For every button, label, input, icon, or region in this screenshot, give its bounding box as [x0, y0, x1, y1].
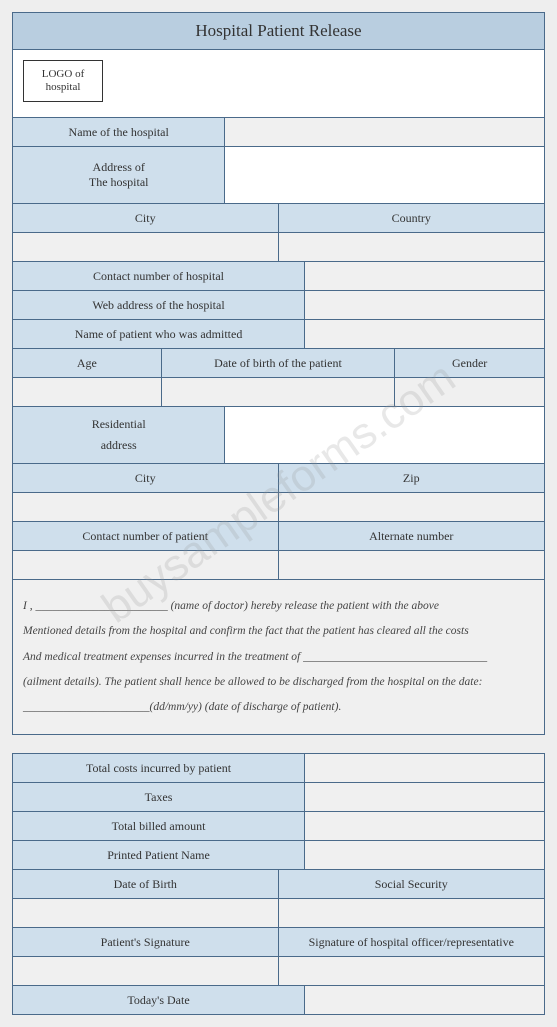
patient-signature-label: Patient's Signature	[13, 928, 279, 956]
form-title: Hospital Patient Release	[13, 13, 544, 50]
hospital-address-label: Address of The hospital	[13, 147, 225, 203]
total-costs-label: Total costs incurred by patient	[13, 754, 305, 782]
declaration-block: I , _______________________ (name of doc…	[13, 580, 544, 734]
patient-contact-label: Contact number of patient	[13, 522, 279, 550]
age-label: Age	[13, 349, 162, 377]
gender-input[interactable]	[395, 378, 544, 406]
declaration-line2: Mentioned details from the hospital and …	[23, 619, 534, 644]
summary-table: Total costs incurred by patient Taxes To…	[12, 753, 545, 1015]
declaration-line3: And medical treatment expenses incurred …	[23, 645, 534, 670]
taxes-label: Taxes	[13, 783, 305, 811]
officer-signature-input[interactable]	[279, 957, 545, 985]
today-date-label: Today's Date	[13, 986, 305, 1014]
declaration-line5: ______________________(dd/mm/yy) (date o…	[23, 695, 534, 720]
residential-address-input[interactable]	[225, 407, 544, 463]
logo-text: LOGO of hospital	[24, 68, 102, 94]
hospital-city-label: City	[13, 204, 279, 232]
gender-label: Gender	[395, 349, 544, 377]
patient-signature-input[interactable]	[13, 957, 279, 985]
patient-contact-input[interactable]	[13, 551, 279, 579]
ssn-input[interactable]	[279, 899, 545, 927]
patient-city-input[interactable]	[13, 493, 279, 521]
today-date-input[interactable]	[305, 986, 544, 1014]
total-billed-label: Total billed amount	[13, 812, 305, 840]
hospital-address-label-line1: Address of	[93, 160, 145, 175]
summary-dob-input[interactable]	[13, 899, 279, 927]
age-input[interactable]	[13, 378, 162, 406]
hospital-address-label-line2: The hospital	[89, 175, 149, 190]
hospital-country-input[interactable]	[279, 233, 545, 261]
hospital-web-label: Web address of the hospital	[13, 291, 305, 319]
declaration-line1: I , _______________________ (name of doc…	[23, 594, 534, 619]
hospital-contact-input[interactable]	[305, 262, 544, 290]
hospital-name-input[interactable]	[225, 118, 544, 146]
dob-label: Date of birth of the patient	[162, 349, 396, 377]
patient-zip-label: Zip	[279, 464, 545, 492]
patient-admitted-label: Name of patient who was admitted	[13, 320, 305, 348]
officer-signature-label: Signature of hospital officer/representa…	[279, 928, 545, 956]
patient-zip-input[interactable]	[279, 493, 545, 521]
printed-name-input[interactable]	[305, 841, 544, 869]
residential-label-line2: address	[101, 438, 137, 453]
hospital-web-input[interactable]	[305, 291, 544, 319]
hospital-name-label: Name of the hospital	[13, 118, 225, 146]
hospital-contact-label: Contact number of hospital	[13, 262, 305, 290]
dob-input[interactable]	[162, 378, 396, 406]
hospital-city-input[interactable]	[13, 233, 279, 261]
logo-area: LOGO of hospital	[13, 50, 544, 118]
patient-alternate-label: Alternate number	[279, 522, 545, 550]
hospital-country-label: Country	[279, 204, 545, 232]
printed-name-label: Printed Patient Name	[13, 841, 305, 869]
hospital-address-input[interactable]	[225, 147, 544, 203]
patient-admitted-input[interactable]	[305, 320, 544, 348]
residential-address-label: Residential address	[13, 407, 225, 463]
declaration-line4: (ailment details). The patient shall hen…	[23, 670, 534, 695]
taxes-input[interactable]	[305, 783, 544, 811]
ssn-label: Social Security	[279, 870, 545, 898]
summary-dob-label: Date of Birth	[13, 870, 279, 898]
residential-label-line1: Residential	[92, 417, 146, 432]
main-form: Hospital Patient Release LOGO of hospita…	[12, 12, 545, 735]
patient-alternate-input[interactable]	[279, 551, 545, 579]
logo-placeholder: LOGO of hospital	[23, 60, 103, 102]
total-billed-input[interactable]	[305, 812, 544, 840]
total-costs-input[interactable]	[305, 754, 544, 782]
patient-city-label: City	[13, 464, 279, 492]
